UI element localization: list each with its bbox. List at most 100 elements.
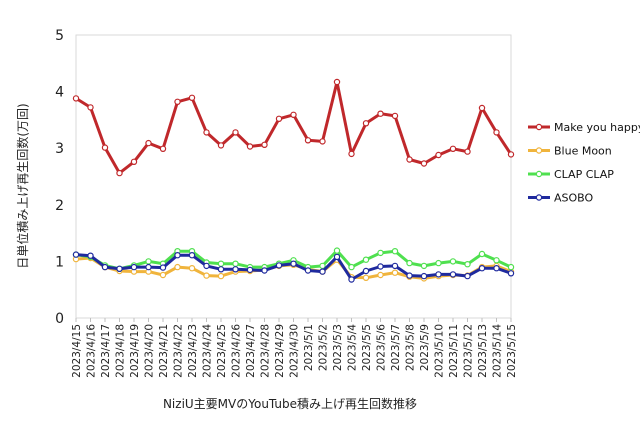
data-point: [377, 249, 384, 257]
x-tick-label: 2023/5/12: [463, 324, 475, 378]
y-tick-label: 1: [55, 254, 64, 270]
x-tick-label: 2023/4/25: [216, 324, 228, 378]
data-point: [87, 104, 94, 111]
data-point: [507, 263, 515, 271]
data-point: [217, 142, 225, 149]
data-point: [232, 260, 239, 267]
x-tick-label: 2023/4/23: [187, 324, 199, 378]
x-tick-label: 2023/4/19: [129, 324, 141, 378]
data-point: [101, 263, 109, 271]
y-tick-label: 5: [55, 28, 64, 44]
legend-label: ASOBO: [554, 192, 594, 205]
data-point: [87, 252, 94, 259]
data-point: [464, 272, 471, 280]
data-point: [377, 263, 384, 270]
data-point: [406, 272, 413, 279]
data-point: [145, 258, 152, 265]
x-tick-label: 2023/4/18: [115, 324, 127, 378]
data-point: [203, 262, 210, 270]
data-point: [493, 265, 500, 272]
data-point: [362, 120, 370, 127]
data-point: [145, 263, 152, 271]
data-point: [362, 267, 370, 275]
data-point: [333, 78, 341, 86]
legend-marker: [535, 147, 543, 154]
y-axis-ticks: 0 1 2 3 4 5: [55, 28, 64, 327]
legend-marker: [535, 170, 543, 178]
data-point: [478, 250, 486, 258]
y-tick-label: 2: [55, 198, 64, 214]
data-point: [304, 267, 312, 274]
legend-label: Make you happy: [554, 121, 640, 134]
data-point: [188, 265, 196, 272]
data-point: [391, 112, 399, 120]
data-point: [290, 111, 297, 119]
data-point: [464, 261, 471, 268]
x-tick-label: 2023/4/24: [202, 324, 214, 378]
data-point: [493, 129, 500, 136]
x-tick-label: 2023/4/29: [274, 324, 286, 378]
x-axis-ticks: 2023/4/15 2023/4/16 2023/4/17 2023/4/18 2023…: [71, 318, 518, 378]
data-point: [420, 160, 428, 167]
data-point: [420, 262, 428, 270]
x-tick-label: 2023/5/1: [303, 324, 315, 371]
y-tick-label: 3: [55, 141, 64, 157]
series-make-you-happy: [72, 78, 515, 177]
legend-item: Make you happy: [528, 121, 640, 134]
x-tick-label: 2023/5/3: [332, 324, 344, 371]
data-point: [435, 259, 442, 267]
y-tick-label: 4: [55, 85, 64, 101]
data-point: [116, 265, 123, 272]
legend-marker: [535, 194, 543, 201]
x-tick-label: 2023/5/9: [419, 324, 431, 371]
x-tick-label: 2023/4/16: [86, 324, 98, 378]
data-point: [275, 115, 283, 123]
x-tick-label: 2023/5/14: [492, 324, 504, 378]
legend-item: CLAP CLAP: [528, 168, 614, 181]
data-point: [159, 264, 167, 271]
legend-label: CLAP CLAP: [554, 168, 614, 181]
data-point: [348, 276, 355, 283]
data-point: [377, 110, 384, 117]
data-point: [159, 145, 167, 152]
data-point: [493, 257, 500, 264]
y-axis-title: 日単位積み上げ再生回数(万回): [15, 103, 30, 268]
data-point: [464, 148, 471, 155]
x-tick-label: 2023/5/6: [376, 324, 388, 371]
y-tick-label: 0: [55, 311, 64, 327]
x-tick-label: 2023/4/15: [71, 324, 83, 378]
data-point: [130, 158, 138, 165]
data-point: [261, 141, 268, 148]
data-point: [217, 260, 225, 267]
data-point: [435, 271, 442, 278]
data-point: [391, 262, 399, 270]
series-asobo: [72, 251, 515, 283]
series-line: [75, 80, 513, 175]
data-point: [449, 271, 457, 278]
data-point: [362, 256, 370, 263]
data-point: [348, 263, 355, 271]
data-point: [217, 272, 225, 280]
x-tick-label: 2023/5/13: [477, 324, 489, 378]
data-point: [478, 104, 486, 112]
data-point: [232, 129, 239, 136]
x-tick-label: 2023/4/28: [260, 324, 272, 378]
data-point: [145, 139, 152, 147]
x-tick-label: 2023/5/5: [361, 324, 373, 371]
data-point: [72, 251, 80, 258]
data-point: [333, 253, 341, 261]
data-point: [174, 98, 181, 106]
x-tick-label: 2023/5/4: [347, 324, 359, 371]
data-point: [362, 274, 370, 281]
x-tick-label: 2023/4/22: [173, 324, 185, 378]
data-point: [304, 137, 312, 144]
data-point: [203, 129, 210, 136]
data-point: [159, 271, 167, 279]
x-tick-label: 2023/5/7: [390, 324, 402, 371]
data-point: [319, 138, 326, 145]
data-point: [203, 272, 210, 279]
data-point: [435, 151, 442, 159]
data-point: [507, 270, 515, 277]
data-point: [478, 265, 486, 272]
